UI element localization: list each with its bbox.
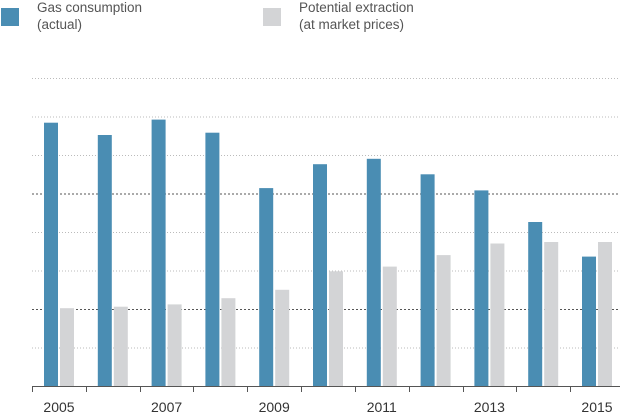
bar-potential-extraction	[598, 242, 612, 386]
legend-item: Potential extraction (at market prices)	[263, 0, 414, 32]
bar-gas-consumption	[44, 122, 58, 386]
legend-label: Potential extraction	[299, 0, 414, 15]
bar-potential-extraction	[275, 289, 290, 387]
x-tick-label: 2005	[43, 399, 74, 415]
bar-gas-consumption	[205, 132, 220, 386]
bar-potential-extraction	[113, 306, 128, 386]
x-tick-label: 2013	[474, 399, 505, 415]
x-tick-label: 2011	[367, 399, 397, 415]
bar-potential-extraction	[221, 298, 236, 386]
x-tick-label: 2009	[259, 399, 290, 415]
bar-gas-consumption	[97, 135, 112, 386]
bar-gas-consumption	[582, 256, 596, 386]
bar-potential-extraction	[329, 271, 343, 386]
bar-potential-extraction	[60, 308, 74, 386]
bar-potential-extraction	[382, 266, 397, 386]
bar-gas-consumption	[259, 188, 274, 386]
bar-gas-consumption	[366, 158, 381, 386]
bar-gas-consumption	[474, 190, 489, 386]
x-tick-label: 2015	[581, 399, 612, 415]
x-axis: 2005 2007 2009 2011 2013 2015	[32, 386, 620, 415]
bar-potential-extraction	[544, 242, 559, 386]
legend-label: Gas consumption	[37, 0, 142, 15]
bar-gas-consumption	[313, 164, 327, 386]
legend: Gas consumption (actual) Potential extract…	[1, 0, 414, 32]
bar-gas-consumption	[528, 222, 543, 386]
bar-gas-consumption	[151, 119, 166, 386]
bar-potential-extraction	[490, 243, 505, 386]
legend-item: Gas consumption (actual)	[1, 0, 142, 32]
bar-gas-consumption	[420, 174, 435, 387]
bar-potential-extraction	[167, 304, 182, 386]
bar-potential-extraction	[436, 255, 451, 386]
x-tick-label: 2007	[151, 399, 182, 415]
legend-label: (actual)	[37, 17, 82, 32]
legend-swatch	[263, 8, 281, 26]
legend-swatch	[1, 8, 19, 26]
legend-label: (at market prices)	[299, 17, 404, 32]
bars	[44, 119, 612, 387]
